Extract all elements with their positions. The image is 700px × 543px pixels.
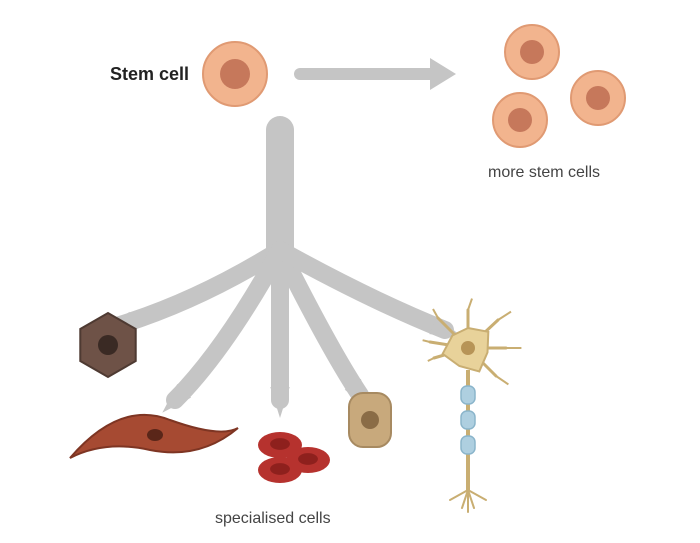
stem-cell-small-icon bbox=[505, 25, 559, 79]
diagram-stage: Stem cell more stem cells specialised ce… bbox=[0, 0, 700, 543]
stem-cell-small-icon bbox=[493, 93, 547, 147]
stem-cell-small-icon bbox=[571, 71, 625, 125]
epithelial-cell-icon bbox=[349, 393, 391, 447]
red-blood-cells-icon bbox=[258, 432, 330, 483]
more-stem-cells-label: more stem cells bbox=[488, 164, 600, 182]
muscle-cell-icon bbox=[70, 415, 238, 458]
specialised-cells-label: specialised cells bbox=[215, 510, 331, 528]
diagram-canvas bbox=[0, 0, 700, 543]
stem-cell-icon bbox=[203, 42, 267, 106]
stem-cell-label: Stem cell bbox=[110, 64, 189, 85]
arrows-layer bbox=[103, 58, 462, 418]
cells-layer bbox=[70, 25, 625, 512]
